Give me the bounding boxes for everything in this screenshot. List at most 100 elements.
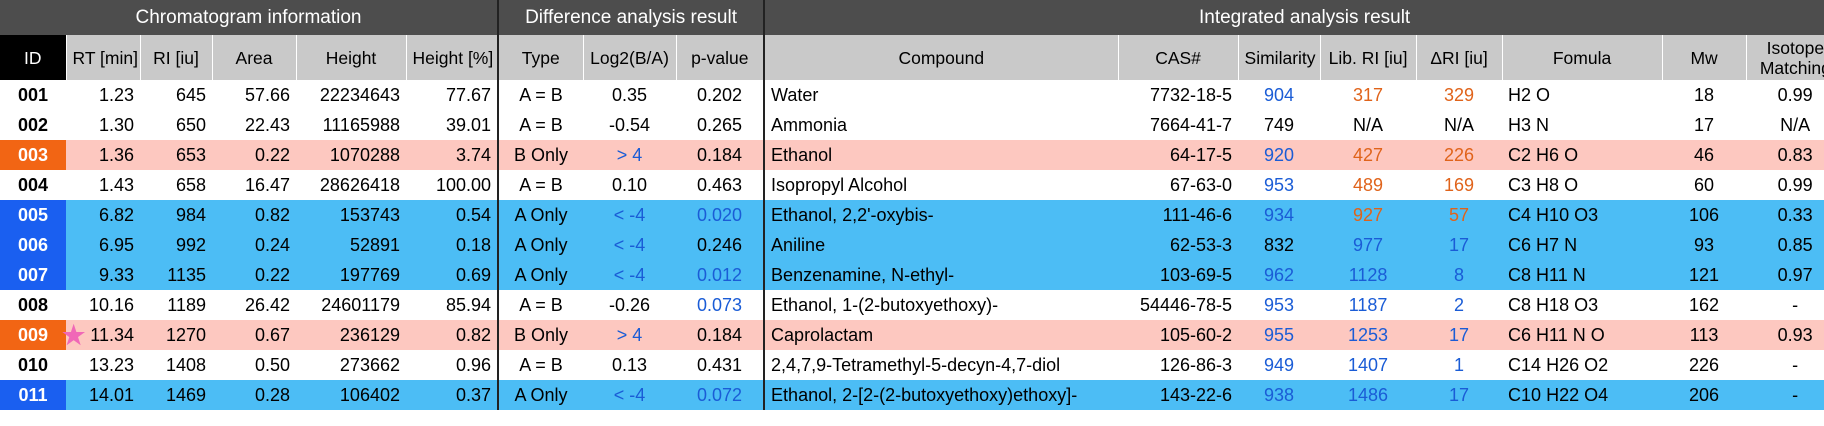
cell-compound: 2,4,7,9-Tetramethyl-5-decyn-4,7-diol: [763, 350, 1119, 380]
cell-pvalue: 0.184: [676, 320, 765, 350]
cell-log2: -0.26: [609, 294, 651, 315]
cell-mw: 121: [1662, 260, 1747, 290]
row-id: 004: [17, 174, 49, 195]
cell-delta-ri: 169: [1444, 174, 1475, 195]
table-row: 006 6.95 992 0.24 52891 0.18 A Only < -4…: [0, 230, 1824, 260]
cell-height: 22234643: [319, 84, 400, 105]
cell-ri: 1469: [140, 380, 212, 410]
cell-area: 0.50: [254, 354, 290, 375]
cell-delta-ri: 8: [1416, 260, 1503, 290]
cell-pvalue: 0.265: [697, 114, 743, 135]
cell-compound: Ethanol, 1-(2-butoxyethoxy)-: [763, 290, 1119, 320]
table-row: 001 1.23 645 57.66 22234643 77.67 A = B …: [0, 80, 1824, 110]
cell-log2: 0.35: [611, 84, 648, 105]
cell-cas: 64-17-5: [1118, 140, 1239, 170]
cell-isotope: 0.93: [1746, 320, 1824, 350]
cell-area: 26.42: [244, 294, 290, 315]
cell-height-pct: 100.00: [435, 174, 492, 195]
col-header-area: Area: [211, 35, 296, 80]
cell-height-pct: 0.69: [406, 260, 499, 290]
cell-isotope: 0.99: [1777, 174, 1813, 195]
cell-rt: 1.36: [66, 140, 140, 170]
col-header-mw: Mw: [1661, 35, 1747, 80]
cell-type: B Only: [497, 320, 584, 350]
table-row: 002 1.30 650 22.43 11165988 39.01 A = B …: [0, 110, 1824, 140]
cell-delta-ri: 17: [1416, 380, 1503, 410]
cell-delta-ri: 1: [1454, 354, 1465, 375]
cell-area: 16.47: [244, 174, 290, 195]
cell-isotope: 0.85: [1746, 230, 1824, 260]
cell-log2: < -4: [583, 380, 677, 410]
cell-ri: 1408: [165, 354, 206, 375]
table-row: 005 6.82 984 0.82 153743 0.54 A Only < -…: [0, 200, 1824, 230]
cell-pvalue: 0.184: [676, 140, 765, 170]
cell-isotope: 0.83: [1746, 140, 1824, 170]
cell-cas: 54446-78-5: [1139, 294, 1233, 315]
col-header-pvalue: p-value: [675, 35, 765, 80]
col-header-isotope: Isotope Matching: [1745, 35, 1824, 80]
cell-lib-ri: 1187: [1348, 294, 1388, 315]
cell-similarity: 953: [1264, 174, 1295, 195]
col-header-isotope-line2: Matching: [1759, 57, 1824, 78]
cell-cas: 143-22-6: [1118, 380, 1239, 410]
cell-log2: -0.54: [609, 114, 651, 135]
cell-cas: 62-53-3: [1118, 230, 1239, 260]
cell-mw: 17: [1694, 114, 1715, 135]
cell-ri: 992: [140, 230, 212, 260]
cell-mw: 106: [1662, 200, 1747, 230]
col-header-cas: CAS#: [1117, 35, 1239, 80]
row-id: 008: [17, 294, 49, 315]
cell-log2: < -4: [583, 200, 677, 230]
cell-log2: 0.10: [611, 174, 648, 195]
table-row: 010 13.23 1408 0.50 273662 0.96 A = B 0.…: [0, 350, 1824, 380]
results-table: Chromatogram information Difference anal…: [0, 0, 1824, 410]
cell-formula: C3 H8 O: [1508, 174, 1579, 195]
table-row: 011 14.01 1469 0.28 106402 0.37 A Only <…: [0, 380, 1824, 410]
cell-formula: C8 H18 O3: [1508, 294, 1599, 315]
cell-mw: 162: [1689, 294, 1720, 315]
cell-isotope: 0.99: [1777, 84, 1813, 105]
cell-similarity: 955: [1238, 320, 1321, 350]
cell-type: A = B: [497, 170, 584, 200]
row-id: 007: [0, 260, 66, 290]
cell-height: 197769: [296, 260, 406, 290]
cell-pvalue: 0.246: [676, 230, 765, 260]
cell-formula: H2 O: [1508, 84, 1551, 105]
cell-isotope: -: [1792, 354, 1799, 375]
cell-type: A Only: [497, 380, 584, 410]
cell-area: 0.82: [212, 200, 296, 230]
cell-height-pct: 0.54: [406, 200, 499, 230]
cell-lib-ri: 1486: [1320, 380, 1417, 410]
cell-pvalue: 0.431: [697, 354, 743, 375]
cell-similarity: 953: [1264, 294, 1295, 315]
cell-compound: Isopropyl Alcohol: [763, 170, 1119, 200]
cell-delta-ri: 226: [1416, 140, 1503, 170]
cell-similarity: 949: [1264, 354, 1295, 375]
cell-pvalue: 0.012: [676, 260, 765, 290]
cell-similarity: 962: [1238, 260, 1321, 290]
cell-height-pct: 0.18: [406, 230, 499, 260]
row-id: 006: [0, 230, 66, 260]
cell-cas: 7664-41-7: [1149, 114, 1233, 135]
cell-height-pct: 0.96: [455, 354, 492, 375]
row-id: 001: [17, 84, 49, 105]
cell-lib-ri: N/A: [1353, 114, 1384, 135]
cell-height: 1070288: [296, 140, 406, 170]
cell-area: 0.22: [212, 260, 296, 290]
cell-area: 22.43: [244, 114, 290, 135]
cell-mw: 18: [1694, 84, 1715, 105]
cell-height-pct: 77.67: [445, 84, 492, 105]
cell-height-pct: 0.37: [406, 380, 499, 410]
col-header-type: Type: [497, 35, 584, 80]
cell-type: A Only: [497, 260, 584, 290]
table-row: 008 10.16 1189 26.42 24601179 85.94 A = …: [0, 290, 1824, 320]
cell-formula: C6 H11 N O: [1502, 320, 1663, 350]
cell-delta-ri: 329: [1444, 84, 1475, 105]
cell-rt: 9.33: [66, 260, 140, 290]
col-header-lib-ri: Lib. RI [iu]: [1319, 35, 1417, 80]
col-header-ri: RI [iu]: [139, 35, 212, 80]
row-id: 009 ★: [0, 320, 85, 350]
cell-height-pct: 85.94: [445, 294, 492, 315]
row-id: 005: [0, 200, 66, 230]
table-row: 009 ★ 11.34 1270 0.67 236129 0.82 B Only …: [0, 320, 1824, 350]
